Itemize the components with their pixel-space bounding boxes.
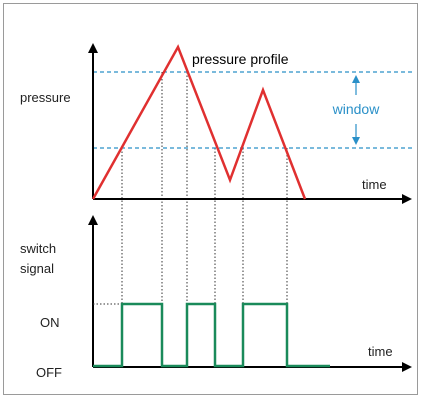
window-lines: [93, 71, 415, 149]
window-label: window: [332, 101, 381, 117]
on-label: ON: [40, 315, 60, 330]
lower-y-label-line2: signal: [20, 261, 54, 276]
upper-y-label: pressure: [20, 90, 71, 105]
pressure-profile-line: [91, 44, 307, 200]
off-label: OFF: [36, 365, 62, 380]
lower-y-label-line1: switch: [20, 241, 56, 256]
upper-x-label: time: [362, 177, 387, 192]
switch-signal-line: [93, 302, 330, 368]
upper-axes: [88, 43, 412, 204]
guide-lines: [121, 72, 288, 304]
lower-axes: [88, 215, 412, 372]
frame: [3, 3, 418, 395]
upper-title: pressure profile: [192, 51, 289, 67]
lower-x-label: time: [368, 344, 393, 359]
